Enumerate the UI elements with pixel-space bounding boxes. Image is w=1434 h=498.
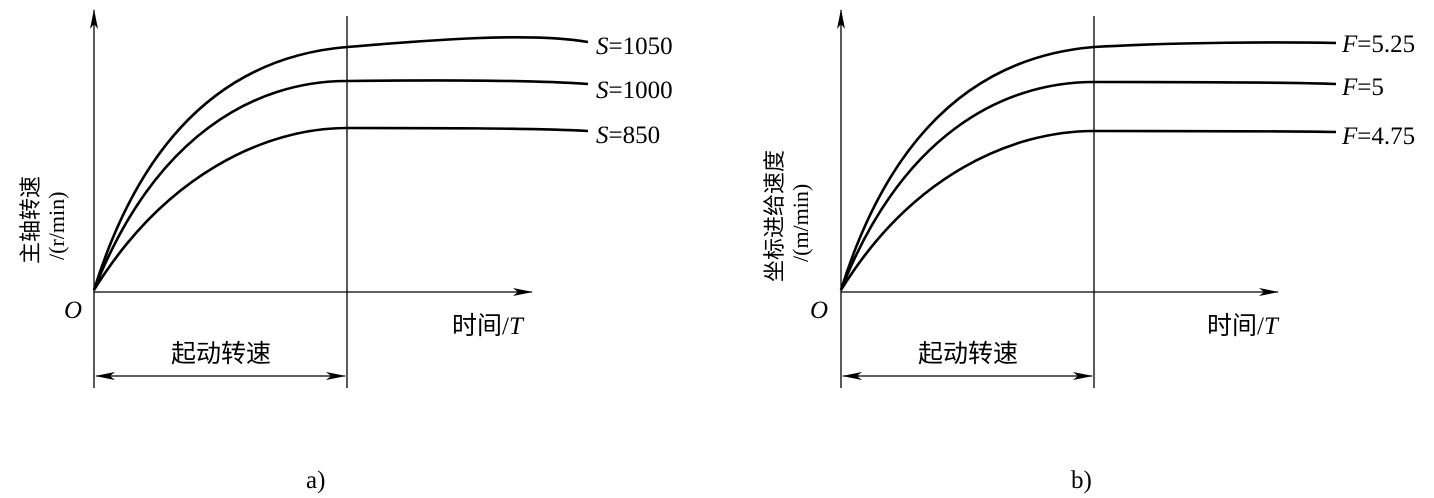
y-axis-label-line1: 坐标进给速度 [762, 150, 787, 282]
y-axis-label-line2: /(m/min) [788, 184, 813, 262]
interval-label: 起动转速 [918, 340, 1018, 368]
panel-b: F=5.25 F=5 F=4.75 O 时间/T 起动转速 坐标进给速度 /(m… [762, 9, 1415, 494]
y-axis-label-line2: /(r/min) [44, 192, 69, 260]
curve-label-s1050: S=1050 [596, 33, 673, 60]
curve-label-s1000: S=1000 [596, 77, 673, 104]
curve-f5 [839, 80, 1337, 291]
curve-s1050 [92, 36, 589, 291]
y-axis-label-line1: 主轴转速 [18, 176, 43, 264]
x-axis-label: 时间/T [452, 312, 525, 340]
curve-s1000 [92, 79, 589, 291]
curve-label-f4.75: F=4.75 [1341, 123, 1415, 150]
x-axis-label: 时间/T [1207, 312, 1280, 340]
origin-label: O [64, 297, 82, 324]
curve-f4.75 [839, 129, 1337, 291]
origin-label: O [810, 297, 828, 324]
curve-label-f5: F=5 [1341, 74, 1384, 101]
panel-a: S=1050 S=1000 S=850 O 时间/T 起动转速 主轴转速 /(r… [18, 9, 673, 494]
panel-caption: a) [306, 467, 325, 494]
interval-label: 起动转速 [171, 340, 271, 368]
panel-caption: b) [1071, 467, 1092, 494]
curve-label-f5.25: F=5.25 [1341, 31, 1415, 58]
curve-label-s850: S=850 [596, 122, 660, 149]
curve-s850 [92, 126, 589, 291]
curve-f5.25 [839, 41, 1337, 291]
